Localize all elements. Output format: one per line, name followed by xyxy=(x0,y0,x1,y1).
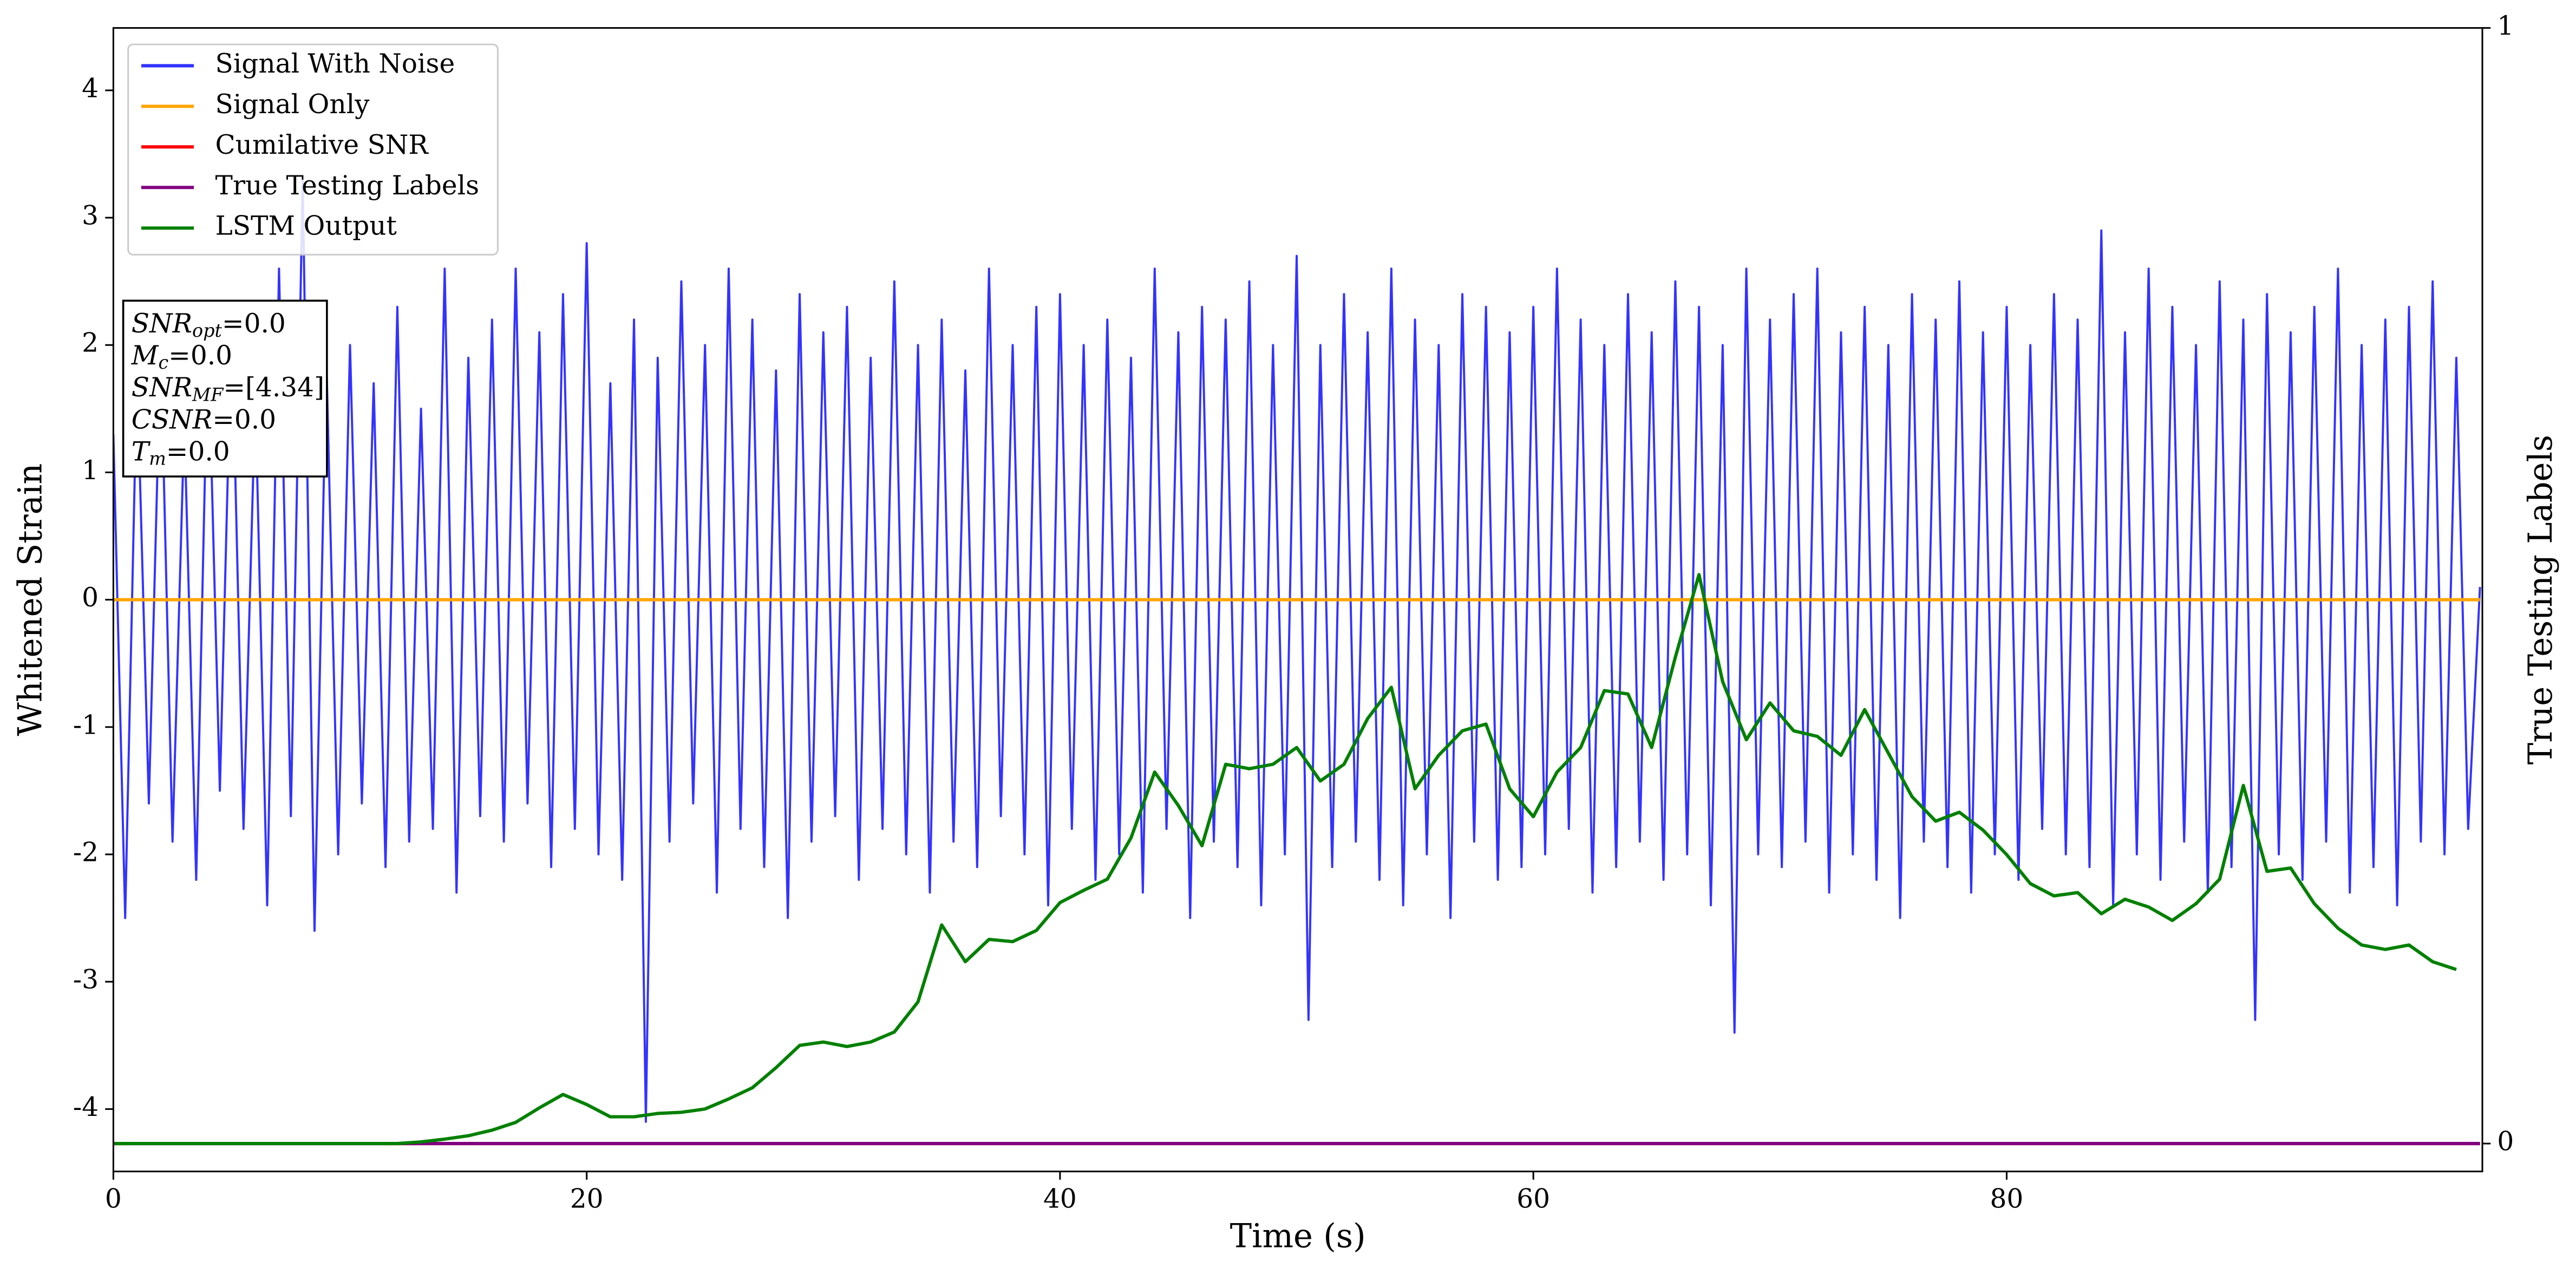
annotation-subscript: opt xyxy=(192,320,222,341)
annotation-line: Tm=0.0 xyxy=(132,436,230,469)
annotation-box xyxy=(122,299,328,478)
annotation-value: =0.0 xyxy=(168,341,232,371)
legend: Signal With Noise Signal Only Cumilative S… xyxy=(127,43,499,256)
y-axis-label: Whitened Strain xyxy=(11,463,49,736)
x-tick-label: 20 xyxy=(570,1184,604,1214)
y-tick-label: -2 xyxy=(73,837,99,867)
x-axis-label: Time (s) xyxy=(1230,1218,1366,1256)
legend-label: True Testing Labels xyxy=(215,171,480,201)
series-line xyxy=(113,573,2457,1146)
annotation-subscript: c xyxy=(158,352,168,373)
y-tick-label: -3 xyxy=(73,965,99,995)
legend-label: Cumilative SNR xyxy=(215,130,429,160)
annotation-value: =0.0 xyxy=(166,436,230,467)
annotation: SNRopt=0.0Mc=0.0SNRMF=[4.34]CSNR=0.0Tm=0… xyxy=(122,299,328,478)
annotation-line: SNRMF=[4.34] xyxy=(132,373,324,406)
legend-label: LSTM Output xyxy=(215,211,397,241)
annotation-value: =0.0 xyxy=(212,404,276,435)
y-tick-label: 0 xyxy=(82,583,99,613)
annotation-symbol: SNR xyxy=(132,373,192,403)
annotation-symbol: T xyxy=(132,436,151,467)
y2-tick-label: 1 xyxy=(2497,11,2514,41)
annotation-symbol: SNR xyxy=(132,308,192,338)
annotation-value: =[4.34] xyxy=(223,373,324,403)
y-tick-label: 2 xyxy=(82,328,99,358)
annotation-line: Mc=0.0 xyxy=(131,341,232,374)
x-tick-label: 60 xyxy=(1516,1184,1550,1214)
x-tick-label: 80 xyxy=(1990,1184,2024,1214)
annotation-symbol: M xyxy=(131,341,159,371)
y2-axis-label: True Testing Labels xyxy=(2522,435,2560,765)
annotation-value: =0.0 xyxy=(222,308,286,338)
annotation-line: SNRopt=0.0 xyxy=(132,308,286,341)
annotation-subscript: MF xyxy=(192,384,224,405)
series-line xyxy=(113,178,2481,1123)
y-tick-label: -4 xyxy=(73,1092,99,1122)
legend-label: Signal With Noise xyxy=(215,49,455,79)
annotation-subscript: m xyxy=(149,448,166,469)
y-tick-label: 4 xyxy=(82,73,99,103)
y-tick-label: -1 xyxy=(73,710,99,740)
annotation-symbol: CSNR xyxy=(132,404,212,435)
y2-tick-label: 0 xyxy=(2497,1127,2514,1157)
legend-label: Signal Only xyxy=(215,89,370,120)
annotation-line: CSNR=0.0 xyxy=(132,404,276,435)
x-tick-label: 0 xyxy=(105,1184,122,1214)
legend-box xyxy=(127,43,499,256)
y-tick-label: 1 xyxy=(82,455,99,486)
x-tick-label: 40 xyxy=(1043,1184,1077,1214)
y-tick-label: 3 xyxy=(82,201,99,231)
